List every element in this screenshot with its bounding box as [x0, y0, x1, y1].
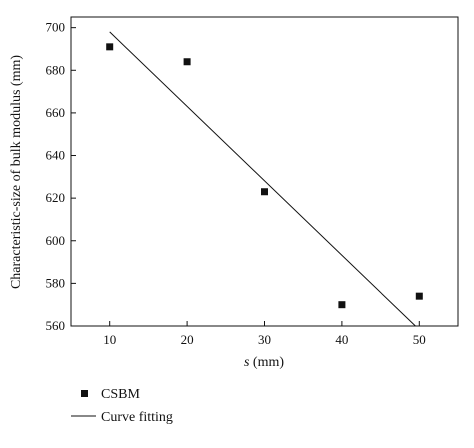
csbm-point [106, 43, 114, 51]
csbm-point [261, 188, 268, 196]
y-axis-title: Characteristic-size of bulk modulus (mm) [9, 55, 24, 289]
x-tick-label: 50 [413, 332, 426, 347]
data-layer [106, 31, 423, 327]
x-axis-title: s (mm) [244, 355, 284, 370]
x-axis-title-variable: s [244, 355, 250, 370]
x-tick-label: 30 [258, 332, 271, 347]
legend: CSBM Curve fitting [71, 387, 173, 425]
tick-layer: 10 20 30 40 50 560 580 600 620 640 660 680 700 [46, 20, 426, 347]
x-tick-label: 40 [335, 332, 348, 347]
x-tick-label: 20 [181, 332, 194, 347]
y-tick-label: 640 [46, 148, 66, 163]
y-tick-label: 680 [46, 62, 66, 77]
legend-marker-csbm [81, 390, 88, 397]
curve-fitting-line [109, 31, 416, 327]
plot-frame [70, 16, 459, 327]
legend-label-csbm: CSBM [101, 387, 140, 402]
y-tick-label: 560 [46, 318, 66, 333]
csbm-point [415, 292, 423, 300]
x-tick-label: 10 [103, 332, 116, 347]
csbm-point [338, 301, 346, 309]
y-tick-label: 600 [46, 233, 66, 248]
y-tick-label: 700 [46, 20, 66, 35]
legend-label-curve-fitting: Curve fitting [101, 410, 173, 425]
y-tick-label: 660 [46, 105, 66, 120]
y-tick-label: 580 [46, 275, 66, 290]
y-tick-label: 620 [46, 190, 66, 205]
csbm-point [183, 58, 191, 66]
x-axis-title-unit: (mm) [249, 355, 284, 370]
